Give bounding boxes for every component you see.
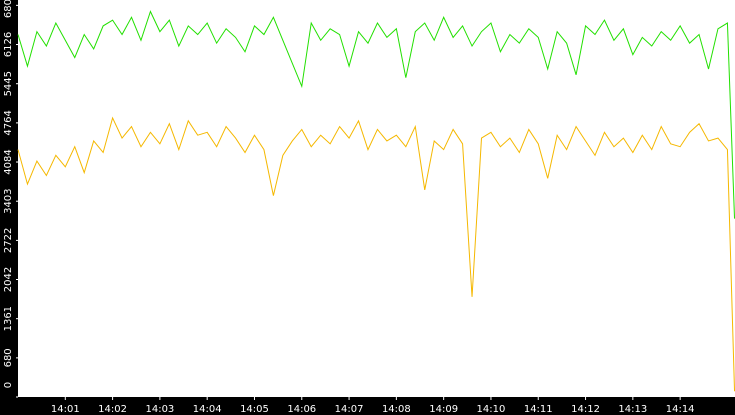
y-tick-label: 3403 [3,188,14,213]
y-tick-label: 2722 [3,228,14,253]
y-tick-label: 2042 [3,267,14,292]
x-tick-label: 14:05 [240,404,269,415]
x-tick-label: 14:13 [618,404,647,415]
x-tick-label: 14:04 [193,404,222,415]
y-tick-label: 5445 [3,71,14,96]
series-line [17,10,735,219]
x-tick-label: 14:09 [429,404,458,415]
y-tick-label: 4764 [3,110,14,135]
y-tick-label: 6807 [3,0,14,18]
y-tick-label: 4084 [3,149,14,174]
x-tick-label: 14:10 [477,404,506,415]
x-tick-label: 14:14 [666,404,695,415]
x-tick-label: 14:07 [335,404,364,415]
x-tick-label: 14:01 [51,404,80,415]
x-tick-label: 14:06 [287,404,316,415]
plot-area [18,0,735,397]
y-tick-label: 6126 [3,32,14,57]
series-line [17,116,735,392]
y-tick-label: 0 [3,382,14,388]
y-tick-label: 680 [3,348,14,367]
x-tick-label: 14:08 [382,404,411,415]
x-tick-label: 14:02 [98,404,127,415]
x-tick-label: 14:03 [145,404,174,415]
y-tick-label: 1361 [3,306,14,331]
x-tick-label: 14:11 [524,404,553,415]
x-tick-label: 14:12 [571,404,600,415]
